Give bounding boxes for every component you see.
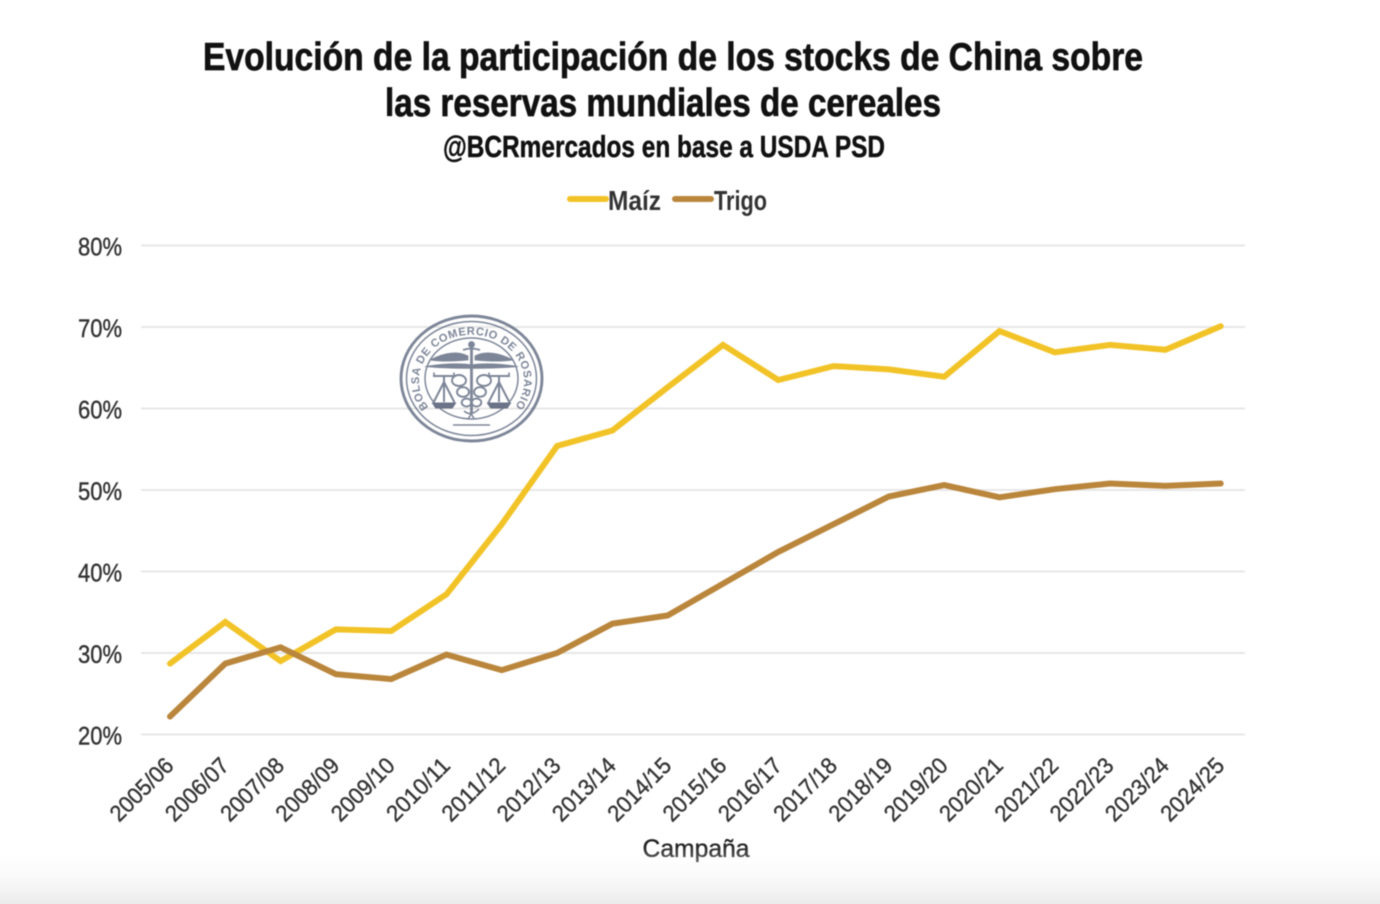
svg-text:70%: 70% <box>78 315 122 343</box>
svg-text:30%: 30% <box>78 641 122 669</box>
svg-text:Evolución de la participación: Evolución de la participación de los sto… <box>203 36 1143 79</box>
svg-text:@BCRmercados en base a USDA PS: @BCRmercados en base a USDA PSD <box>443 129 885 164</box>
svg-text:40%: 40% <box>78 560 122 588</box>
svg-text:20%: 20% <box>78 723 122 751</box>
svg-text:80%: 80% <box>78 234 122 262</box>
svg-text:Trigo: Trigo <box>714 185 767 216</box>
svg-text:Maíz: Maíz <box>608 185 661 216</box>
svg-text:las reservas mundiales de cere: las reservas mundiales de cereales <box>385 82 941 125</box>
svg-text:60%: 60% <box>78 397 122 425</box>
svg-text:50%: 50% <box>78 478 122 506</box>
